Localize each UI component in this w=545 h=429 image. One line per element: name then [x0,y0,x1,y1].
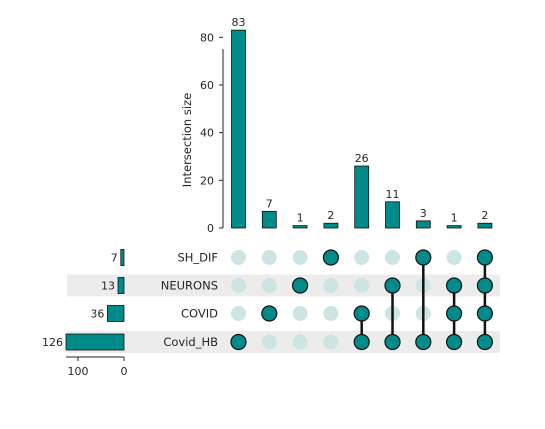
set-labels: SH_DIF NEURONS COVID Covid_HB [161,251,218,350]
y-axis-label: Intersection size [180,93,194,187]
set-size-bar [117,277,125,294]
active-dot-SH_DIF [322,249,339,266]
active-dot-COVID [353,305,370,322]
active-dot-NEURONS [384,277,401,294]
active-dot-NEURONS [292,277,309,294]
inactive-dot [231,306,246,321]
inactive-dot [323,306,339,321]
y-tick-label: 80 [200,31,214,44]
set-label-COVID: COVID [181,307,218,321]
row-shade-Covid_HB [67,331,500,353]
set-label-SH_DIF: SH_DIF [177,251,218,265]
inactive-dot [261,278,277,293]
inactive-dot [261,250,277,265]
set-size-bars: 7 13 36 126 100 0 [42,249,128,378]
active-dot-COVID [476,305,493,322]
set-size-label: 7 [111,252,118,265]
inactive-dot [292,334,308,350]
inactive-dot [292,250,308,265]
y-tick-label: 40 [200,127,214,140]
intersection-bar [323,222,339,229]
set-size-label: 36 [90,308,104,321]
active-dot-Covid_HB [446,333,463,351]
inactive-dot [354,250,370,265]
inactive-dot [231,278,246,293]
y-tick-label: 20 [200,174,214,187]
set-size-tick-label: 0 [121,365,128,378]
row-shading [67,274,500,353]
intersection-bar-label: 2 [327,209,334,222]
intersection-bar-label: 1 [451,212,458,225]
inactive-dot [323,334,339,350]
active-dot-NEURONS [476,277,493,294]
y-tick-label: 60 [200,79,214,92]
intersection-bar [231,29,246,229]
intersection-bar [477,222,493,229]
set-label-Covid_HB: Covid_HB [163,335,218,349]
intersection-bar-label: 2 [481,209,488,222]
intersection-bar [415,220,431,229]
intersection-bar-label: 26 [355,152,369,165]
intersection-bars: 83 7 1 2 26 11 3 1 2 [231,16,493,229]
inactive-dot [231,250,246,265]
set-size-label: 13 [101,280,115,293]
inactive-dot [354,278,370,293]
intersection-bar [292,225,308,229]
intersection-bar [261,210,277,229]
intersection-size-axis: 0 20 40 60 80 Intersection size [180,31,224,235]
intersection-bar [385,201,400,229]
active-dot-Covid_HB [230,333,247,351]
active-dot-SH_DIF [415,249,432,266]
inactive-dot [292,306,308,321]
intersection-bar-label: 3 [420,207,427,220]
inactive-dot [261,334,277,350]
intersection-bar [354,165,370,229]
inactive-dot [323,278,339,293]
row-shade-NEURONS [67,274,500,297]
set-size-bar [107,305,125,322]
set-size-label: 126 [42,336,63,349]
active-dot-Covid_HB [415,333,432,351]
intersection-bar-label: 83 [232,16,246,29]
set-size-bar [120,249,125,266]
set-label-NEURONS: NEURONS [161,279,218,293]
set-size-tick-label: 100 [67,365,88,378]
y-tick-label: 0 [207,222,214,235]
active-dot-Covid_HB [384,333,401,351]
active-dot-NEURONS [446,277,463,294]
intersection-bar-label: 11 [386,188,400,201]
active-dot-SH_DIF [476,249,493,266]
intersection-matrix [230,249,493,351]
active-dot-Covid_HB [353,333,370,351]
inactive-dot [446,250,462,265]
active-dot-COVID [446,305,463,322]
intersection-bar [446,225,462,229]
set-size-bar [65,333,125,351]
active-dot-Covid_HB [476,333,493,351]
intersection-bar-label: 7 [266,197,273,210]
intersection-bar-label: 1 [297,212,304,225]
active-dot-COVID [261,305,278,322]
inactive-dot [385,250,400,265]
